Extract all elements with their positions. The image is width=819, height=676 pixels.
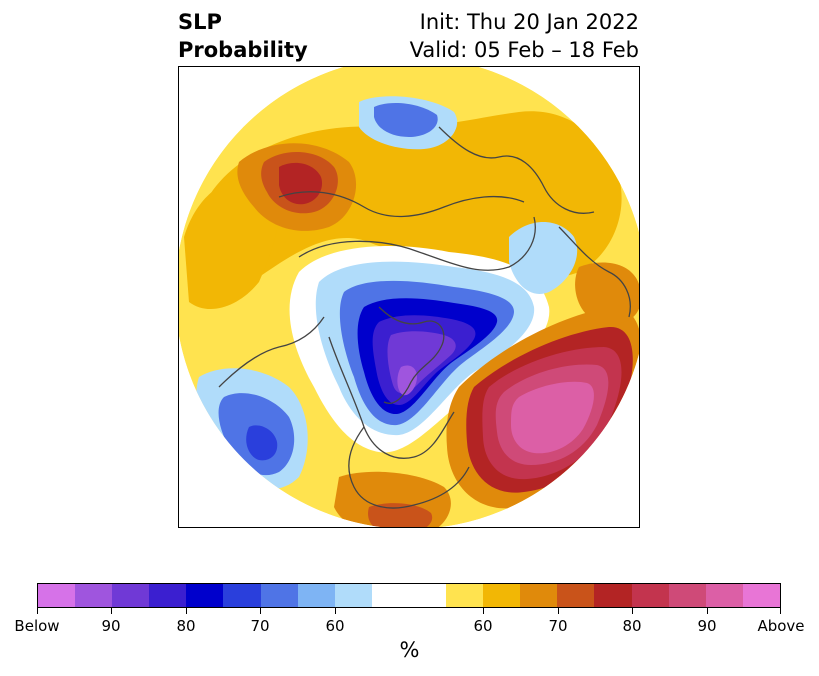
colorbar-segment: [668, 584, 706, 607]
colorbar-segment: [557, 584, 595, 607]
polar-map: [178, 66, 640, 528]
colorbar-segment: [75, 584, 113, 607]
colorbar-segment: [297, 584, 335, 607]
colorbar-ticks: [37, 608, 781, 616]
colorbar-segment: [446, 584, 484, 607]
map-title-right: Init: Thu 20 Jan 2022 Valid: 05 Feb – 18…: [410, 8, 639, 64]
field-purple-low: [397, 365, 417, 396]
colorbar-tick: [260, 608, 262, 614]
colorbar-segment: [742, 584, 780, 607]
colorbar-label-above-70: 70: [548, 617, 568, 635]
title-probability: Probability: [178, 38, 308, 62]
colorbar-tick: [37, 608, 38, 614]
colorbar-segment: [408, 584, 447, 607]
colorbar-label-below-60: 60: [325, 617, 345, 635]
field-dark-orange-gulf: [368, 503, 433, 527]
colorbar-unit: %: [399, 638, 420, 662]
title-variable: SLP: [178, 10, 222, 34]
colorbar-label-below-90: 90: [101, 617, 121, 635]
colorbar-segment: [520, 584, 558, 607]
colorbar-segment: [705, 584, 743, 607]
init-date: Init: Thu 20 Jan 2022: [419, 10, 639, 34]
colorbar-label-above-60: 60: [473, 617, 493, 635]
colorbar-segment: [631, 584, 669, 607]
colorbar: [37, 583, 781, 608]
disc-mask: [179, 67, 639, 527]
colorbar-label-above-90: 90: [697, 617, 717, 635]
field-pale-blue-east: [509, 222, 578, 294]
colorbar-tick: [334, 608, 336, 614]
colorbar-label-below: Below: [14, 617, 60, 635]
field-med-blue-pacific: [246, 425, 278, 461]
field-pink-atlantic: [511, 381, 594, 454]
colorbar-segment: [594, 584, 632, 607]
colorbar-tick: [185, 608, 187, 614]
colorbar-segment: [371, 584, 409, 607]
colorbar-tick: [557, 608, 559, 614]
colorbar-label-below-70: 70: [250, 617, 270, 635]
colorbar-tick: [780, 608, 781, 614]
colorbar-segment: [223, 584, 261, 607]
coastlines: [218, 126, 631, 509]
colorbar-tick: [111, 608, 113, 614]
colorbar-tick: [632, 608, 634, 614]
valid-date-range: Valid: 05 Feb – 18 Feb: [409, 38, 639, 62]
field-orange-europe: [575, 262, 639, 324]
colorbar-segment: [38, 584, 76, 607]
colorbar-label-below-80: 80: [176, 617, 196, 635]
colorbar-segment: [334, 584, 372, 607]
colorbar-tick: [706, 608, 708, 614]
colorbar-segment: [112, 584, 150, 607]
map-svg: [179, 67, 639, 527]
field-gold-west: [184, 179, 279, 310]
map-title-left: SLP Probability: [178, 8, 308, 64]
colorbar-tick: [483, 608, 485, 614]
colorbar-segment: [260, 584, 298, 607]
colorbar-segment: [483, 584, 521, 607]
colorbar-label-above-80: 80: [622, 617, 642, 635]
colorbar-label-above: Above: [757, 617, 805, 635]
colorbar-segment: [186, 584, 224, 607]
field-blue-north-inner: [374, 103, 438, 137]
colorbar-segment: [149, 584, 187, 607]
